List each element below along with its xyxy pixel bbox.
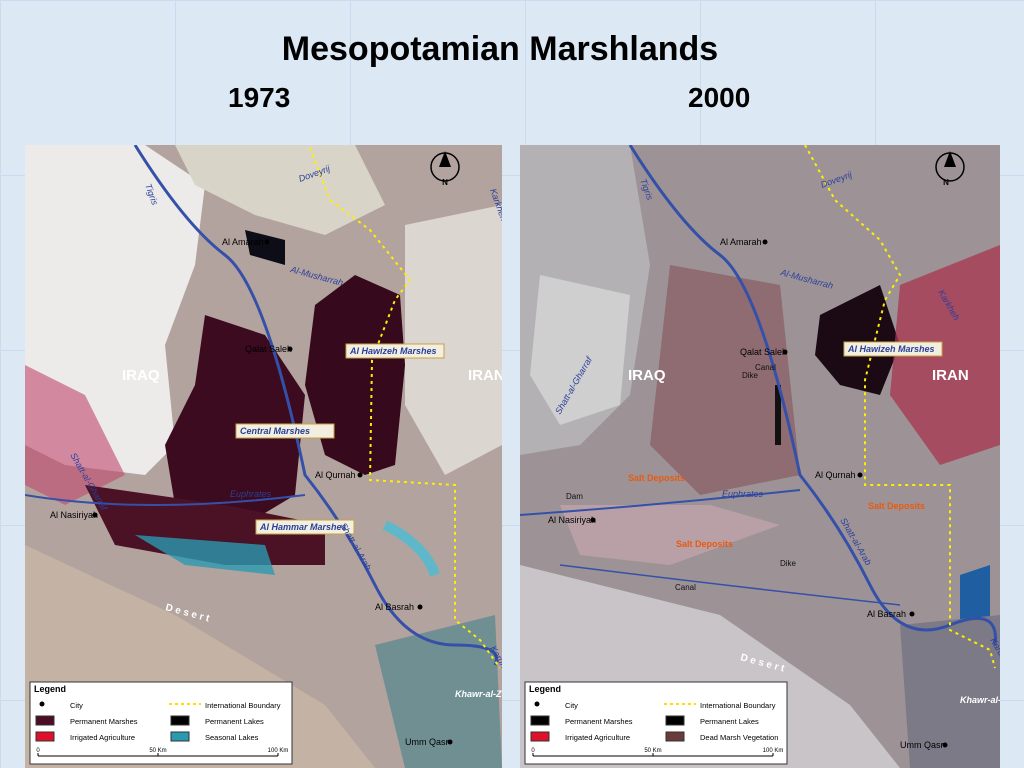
city-marker: [92, 512, 98, 518]
scale-label: 50 Km: [644, 748, 661, 754]
scale-label: 0: [531, 748, 535, 754]
legend-swatch: [665, 731, 685, 742]
map-label: Euphrates: [230, 489, 272, 499]
map-label: Al Hawizeh Marshes: [349, 346, 437, 356]
map-label: Al Qurnah: [815, 470, 856, 480]
legend-label: Dead Marsh Vegetation: [700, 733, 778, 742]
map-label: Al Qurnah: [315, 470, 356, 480]
city-marker: [590, 517, 596, 523]
legend-label: City: [565, 701, 578, 710]
map-label: Karun: [988, 636, 1000, 662]
year-label: 1973: [228, 82, 291, 113]
north-arrow-label: N: [442, 178, 448, 187]
map-label: Al Hammar Marshes: [259, 522, 347, 532]
map-label: Dike: [780, 559, 797, 568]
city-marker: [264, 239, 270, 245]
scale-label: 0: [36, 748, 40, 754]
map-label: Al Nasiriyah: [548, 515, 596, 525]
legend-label: Irrigated Agriculture: [565, 733, 630, 742]
legend-swatch: [534, 701, 540, 707]
legend-swatch: [530, 715, 550, 726]
legend-label: International Boundary: [700, 701, 776, 710]
legend-label: City: [70, 701, 83, 710]
map-label: Dike: [742, 371, 759, 380]
city-marker: [447, 739, 453, 745]
map-label: Khawr-al-Zubayr: [455, 689, 502, 699]
slide-title: Mesopotamian Marshlands: [281, 30, 719, 68]
legend-box: [524, 681, 788, 765]
map-label: Al Hawizeh Marshes: [847, 344, 935, 354]
map-label: IRAN: [468, 367, 502, 384]
map-label: Al Nasiriyah: [50, 510, 98, 520]
legend-label: Permanent Lakes: [205, 717, 264, 726]
legend-swatch: [665, 715, 685, 726]
label-box: [345, 343, 445, 359]
map-label: Salt Deposits: [868, 501, 925, 511]
legend-swatch: [35, 715, 55, 726]
legend-title: Legend: [34, 684, 66, 694]
city-marker: [942, 742, 948, 748]
map-label: Salt Deposits: [628, 473, 685, 483]
map-label: Dam: [566, 492, 583, 501]
label-box: [235, 423, 335, 439]
map-label: Euphrates: [722, 489, 764, 499]
legend-label: Irrigated Agriculture: [70, 733, 135, 742]
map-label: Al Basrah: [867, 609, 906, 619]
map-label: Canal: [675, 583, 696, 592]
map-label: Al Basrah: [375, 602, 414, 612]
city-marker: [782, 349, 788, 355]
year-label: 2000: [688, 82, 751, 113]
city-marker: [762, 239, 768, 245]
map-label: Umm Qasr: [405, 737, 449, 747]
city-marker: [357, 472, 363, 478]
map-label: Canal: [755, 363, 776, 372]
map-label: Umm Qasr: [900, 740, 944, 750]
city-marker: [417, 604, 423, 610]
label-box: [843, 341, 943, 357]
scale-label: 100 Km: [268, 748, 289, 754]
legend-box: [29, 681, 293, 765]
map-label: Qalat Saleh: [245, 344, 292, 354]
north-arrow-label: N: [943, 178, 949, 187]
legend-swatch: [35, 731, 55, 742]
label-box: [255, 519, 355, 535]
map-label: Al Amarah: [222, 237, 264, 247]
city-marker: [287, 346, 293, 352]
map-label: IRAQ: [122, 367, 160, 384]
map-label: Central Marshes: [240, 426, 310, 436]
scale-label: 50 Km: [149, 748, 166, 754]
city-marker: [909, 611, 915, 617]
legend-swatch: [39, 701, 45, 707]
map-label: Qalat Saleh: [740, 347, 787, 357]
map-label: Khawr-al-Zubayr: [960, 695, 1000, 705]
legend-label: Seasonal Lakes: [205, 733, 259, 742]
city-marker: [857, 472, 863, 478]
scale-label: 100 Km: [763, 748, 784, 754]
legend-swatch: [530, 731, 550, 742]
legend-swatch: [170, 715, 190, 726]
legend-label: Permanent Marshes: [70, 717, 138, 726]
map-label: Al Amarah: [720, 237, 762, 247]
legend-label: International Boundary: [205, 701, 281, 710]
map-label: IRAN: [932, 367, 969, 384]
legend-swatch: [170, 731, 190, 742]
map-label: IRAQ: [628, 367, 666, 384]
map-label: Salt Deposits: [676, 539, 733, 549]
legend-label: Permanent Lakes: [700, 717, 759, 726]
legend-title: Legend: [529, 684, 561, 694]
legend-label: Permanent Marshes: [565, 717, 633, 726]
